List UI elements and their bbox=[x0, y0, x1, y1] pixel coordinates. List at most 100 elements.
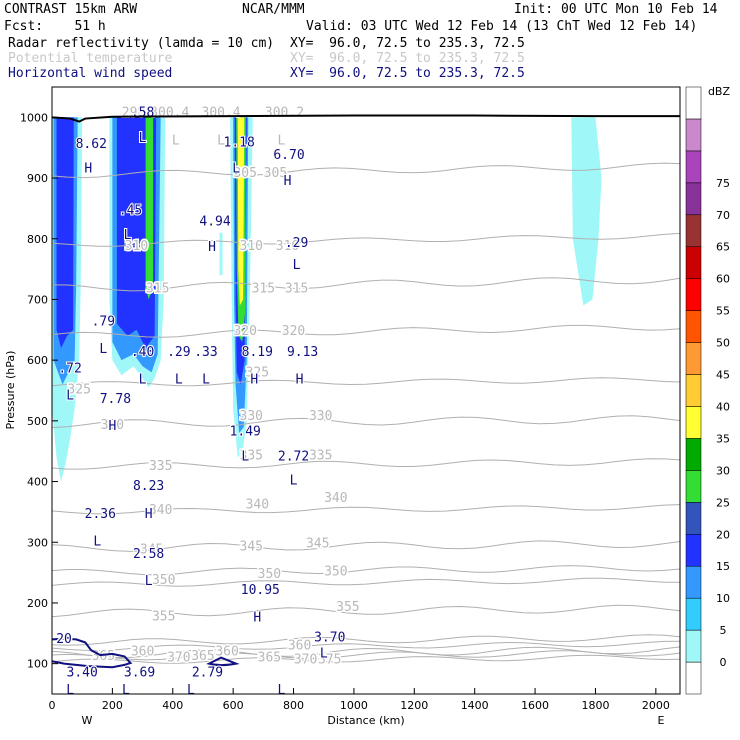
forecast-hour: Fcst: 51 h bbox=[4, 19, 106, 34]
theta-label: 370 bbox=[167, 651, 190, 666]
wind-label: L bbox=[145, 574, 153, 589]
wind-label: 2.79 bbox=[192, 666, 223, 681]
cell-west-2-30dbz bbox=[145, 117, 154, 300]
theta-contour-line bbox=[51, 604, 681, 618]
colorbar-tick-label: 70 bbox=[716, 209, 730, 222]
wind-label: L bbox=[122, 683, 130, 698]
theta-contour-line bbox=[51, 324, 681, 338]
theta-contour-line bbox=[51, 640, 681, 652]
y-tick-label: 100 bbox=[27, 658, 48, 671]
wind-label: L bbox=[293, 258, 301, 273]
y-tick-label: 500 bbox=[27, 415, 48, 428]
org-label: NCAR/MMM bbox=[242, 2, 305, 17]
theta-label: 335 bbox=[309, 448, 332, 463]
x-tick-label: 0 bbox=[49, 699, 56, 712]
wind-label: L bbox=[290, 474, 298, 489]
theta-label: 355 bbox=[152, 609, 175, 624]
colorbar-swatch bbox=[685, 86, 702, 120]
colorbar-swatch bbox=[685, 502, 702, 535]
theta-label: 350 bbox=[324, 564, 347, 579]
y-tick-label: 300 bbox=[27, 536, 48, 549]
theta-label: 350 bbox=[152, 573, 175, 588]
x-tick-label: 1800 bbox=[581, 699, 609, 712]
theta-label: 345 bbox=[240, 539, 263, 554]
wind-label: L bbox=[175, 372, 183, 387]
wind-label: 3.69 bbox=[124, 666, 155, 681]
wind-label: L bbox=[93, 534, 101, 549]
colorbar-swatch bbox=[685, 597, 702, 631]
field-wind: Horizontal wind speed bbox=[8, 66, 173, 81]
colorbar-tick-label: 75 bbox=[716, 177, 730, 190]
colorbar-tick-label: 30 bbox=[716, 464, 730, 477]
colorbar-tick-label: 60 bbox=[716, 273, 730, 286]
wind-label: L bbox=[139, 131, 147, 146]
wind-label: 10.95 bbox=[241, 583, 280, 598]
wind-label: 6.70 bbox=[273, 148, 304, 163]
colorbar-tick-label: 35 bbox=[716, 432, 730, 445]
theta-low-marker: L bbox=[278, 133, 286, 148]
wind-label: 2.58 bbox=[133, 547, 164, 562]
x-tick-label: 200 bbox=[102, 699, 123, 712]
theta-contour-line bbox=[51, 377, 681, 387]
x-tick-label: 800 bbox=[283, 699, 304, 712]
theta-label: 330 bbox=[309, 409, 332, 424]
theta-label: 370 bbox=[294, 652, 317, 667]
y-tick-label: 400 bbox=[27, 476, 48, 489]
theta-label: 310 bbox=[240, 239, 263, 254]
cell-center-35dbz bbox=[237, 117, 245, 306]
theta-label: 330 bbox=[101, 418, 124, 433]
x-tick-label: 400 bbox=[162, 699, 183, 712]
colorbar-swatch bbox=[685, 246, 702, 279]
theta-low-marker: L bbox=[172, 133, 180, 148]
x-tick-label: 1200 bbox=[400, 699, 428, 712]
axes: 0 200 400 600 800 1000 1200 1400 1600 1800 2000 100… bbox=[20, 111, 670, 712]
x-endpoint-east: E bbox=[658, 714, 665, 727]
colorbar-unit: dBZ bbox=[708, 85, 731, 98]
theta-label: 320 bbox=[282, 324, 305, 339]
theta-label: 300.4 bbox=[150, 105, 189, 120]
colorbar-swatch bbox=[685, 214, 702, 247]
wind-label: L bbox=[139, 372, 147, 387]
colorbar-swatch bbox=[685, 661, 702, 695]
wind-label: H bbox=[108, 419, 116, 434]
colorbar-swatch bbox=[685, 565, 702, 599]
colorbar-swatch bbox=[685, 534, 702, 567]
x-axis-label: Distance (km) bbox=[327, 714, 404, 727]
field-theta: Potential temperature bbox=[8, 51, 173, 66]
theta-contour-line bbox=[51, 650, 681, 661]
wind-label: .72 bbox=[58, 361, 81, 376]
y-tick-label: 1000 bbox=[20, 111, 48, 124]
wind-label: L bbox=[202, 372, 210, 387]
wind-label: .45 bbox=[119, 204, 142, 219]
colorbar-swatch bbox=[685, 310, 702, 343]
wind-label: .40 bbox=[131, 345, 154, 360]
theta-contour-line bbox=[51, 415, 681, 428]
wind-label: 3.40 bbox=[67, 666, 98, 681]
wind-label: L bbox=[278, 683, 286, 698]
x-tick-label: 2000 bbox=[642, 699, 670, 712]
y-tick-label: 800 bbox=[27, 233, 48, 246]
colorbar-swatch bbox=[685, 118, 702, 152]
wind-label: H bbox=[296, 372, 304, 387]
theta-label: 340 bbox=[324, 491, 347, 506]
y-tick-label: 700 bbox=[27, 293, 48, 306]
theta-label: 335 bbox=[240, 448, 263, 463]
colorbar-swatch bbox=[685, 278, 702, 311]
wind-label: H bbox=[84, 162, 92, 177]
colorbar-tick-label: 40 bbox=[716, 400, 730, 413]
wind-label: L bbox=[241, 449, 249, 464]
wind-contour-label: 20 bbox=[56, 632, 72, 647]
theta-label: 340 bbox=[246, 498, 269, 513]
theta-label: 360 bbox=[131, 645, 154, 660]
colorbar-tick-label: 65 bbox=[716, 241, 730, 254]
colorbar-swatch bbox=[685, 182, 702, 216]
x-endpoint-west: W bbox=[82, 714, 93, 727]
wind-label: L bbox=[232, 162, 240, 177]
x-tick-label: 1400 bbox=[461, 699, 489, 712]
wind-label: 1.18 bbox=[224, 136, 255, 151]
colorbar-tick-label: 5 bbox=[720, 624, 727, 637]
colorbar-swatch bbox=[685, 438, 702, 471]
